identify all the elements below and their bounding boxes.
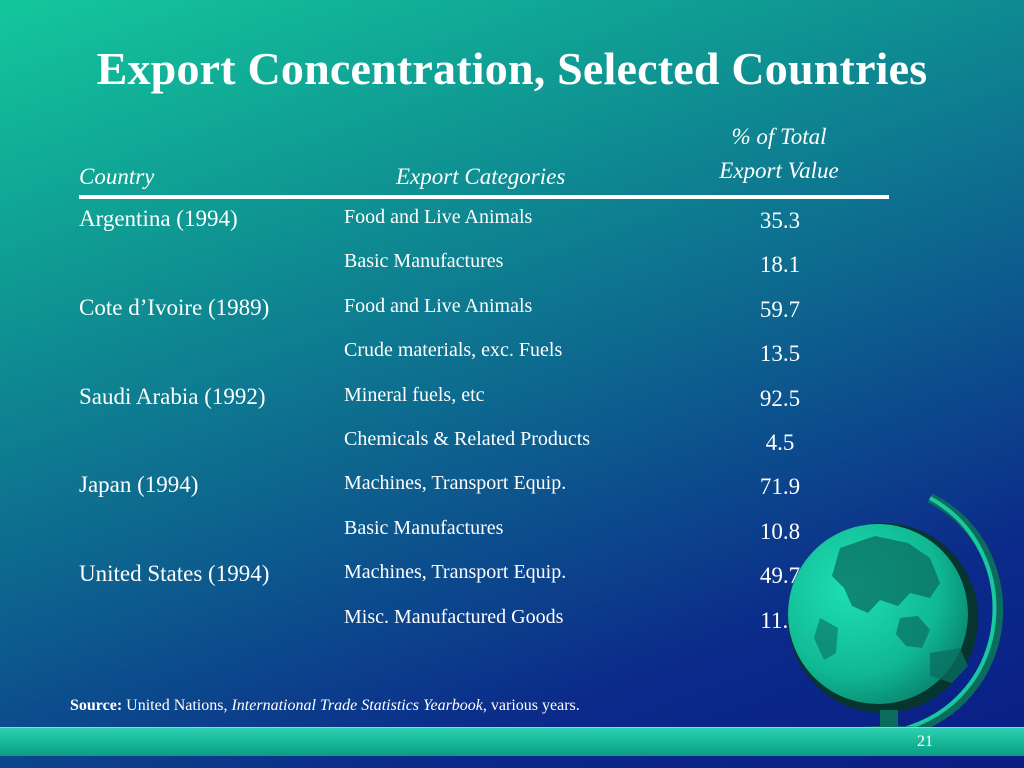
country-cell: Argentina (1994) — [79, 206, 238, 231]
header-percent-line2: Export Value — [719, 158, 839, 183]
value-cell: 35.3 — [759, 208, 801, 233]
value-cell: 18.1 — [759, 252, 801, 278]
table-row: Crude materials, exc. Fuels 13.5 — [0, 337, 1024, 381]
table-row: Saudi Arabia (1992) Mineral fuels, etc 9… — [0, 382, 1024, 426]
source-label: Source: — [70, 697, 123, 714]
source-text-after: , various years. — [482, 697, 580, 714]
table-row: Japan (1994) Machines, Transport Equip. … — [0, 470, 1024, 514]
country-cell: United States (1994) — [79, 561, 270, 587]
value-cell: 4.5 — [765, 429, 795, 455]
value-cell: 71.9 — [759, 474, 801, 500]
category-cell: Mineral fuels, etc — [344, 383, 485, 406]
category-cell: Machines, Transport Equip. — [344, 472, 567, 495]
source-publication: International Trade Statistics Yearbook — [231, 697, 483, 714]
export-table: Argentina (1994) Food and Live Animals 3… — [0, 204, 1024, 648]
footer-band — [0, 727, 1024, 756]
header-export-categories: Export Categories — [396, 164, 566, 189]
country-cell: Japan (1994) — [79, 472, 199, 498]
category-cell: Crude materials, exc. Fuels — [344, 339, 563, 362]
source-text-before: United Nations, — [122, 697, 232, 714]
table-row: Argentina (1994) Food and Live Animals 3… — [0, 204, 1024, 248]
source-note: Source: United Nations, International Tr… — [70, 697, 580, 715]
header-country: Country — [79, 164, 155, 189]
header-percent-total: % of Total Export Value — [690, 120, 868, 188]
category-cell: Food and Live Animals — [344, 206, 533, 228]
page-number: 21 — [917, 733, 933, 750]
value-cell: 59.7 — [759, 296, 801, 322]
header-percent-line1: % of Total — [731, 124, 827, 149]
category-cell: Basic Manufactures — [344, 250, 504, 273]
table-row: United States (1994) Machines, Transport… — [0, 559, 1024, 603]
table-row: Chemicals & Related Products 4.5 — [0, 426, 1024, 470]
category-cell: Machines, Transport Equip. — [344, 561, 567, 584]
globe-icon — [788, 493, 1004, 746]
value-cell: 92.5 — [759, 385, 801, 411]
category-cell: Misc. Manufactured Goods — [344, 605, 564, 628]
value-cell: 13.5 — [759, 341, 801, 367]
table-row: Basic Manufactures 18.1 — [0, 248, 1024, 292]
table-row: Cote d’Ivoire (1989) Food and Live Anima… — [0, 293, 1024, 337]
category-cell: Chemicals & Related Products — [344, 427, 591, 450]
country-cell: Cote d’Ivoire (1989) — [79, 294, 270, 320]
country-cell: Saudi Arabia (1992) — [79, 383, 266, 409]
category-cell: Food and Live Animals — [344, 294, 533, 317]
header-divider — [79, 195, 889, 199]
table-row: Basic Manufactures 10.8 — [0, 515, 1024, 559]
slide-title: Export Concentration, Selected Countries — [96, 43, 928, 94]
value-cell: 10.8 — [759, 518, 801, 544]
category-cell: Basic Manufactures — [344, 516, 504, 539]
